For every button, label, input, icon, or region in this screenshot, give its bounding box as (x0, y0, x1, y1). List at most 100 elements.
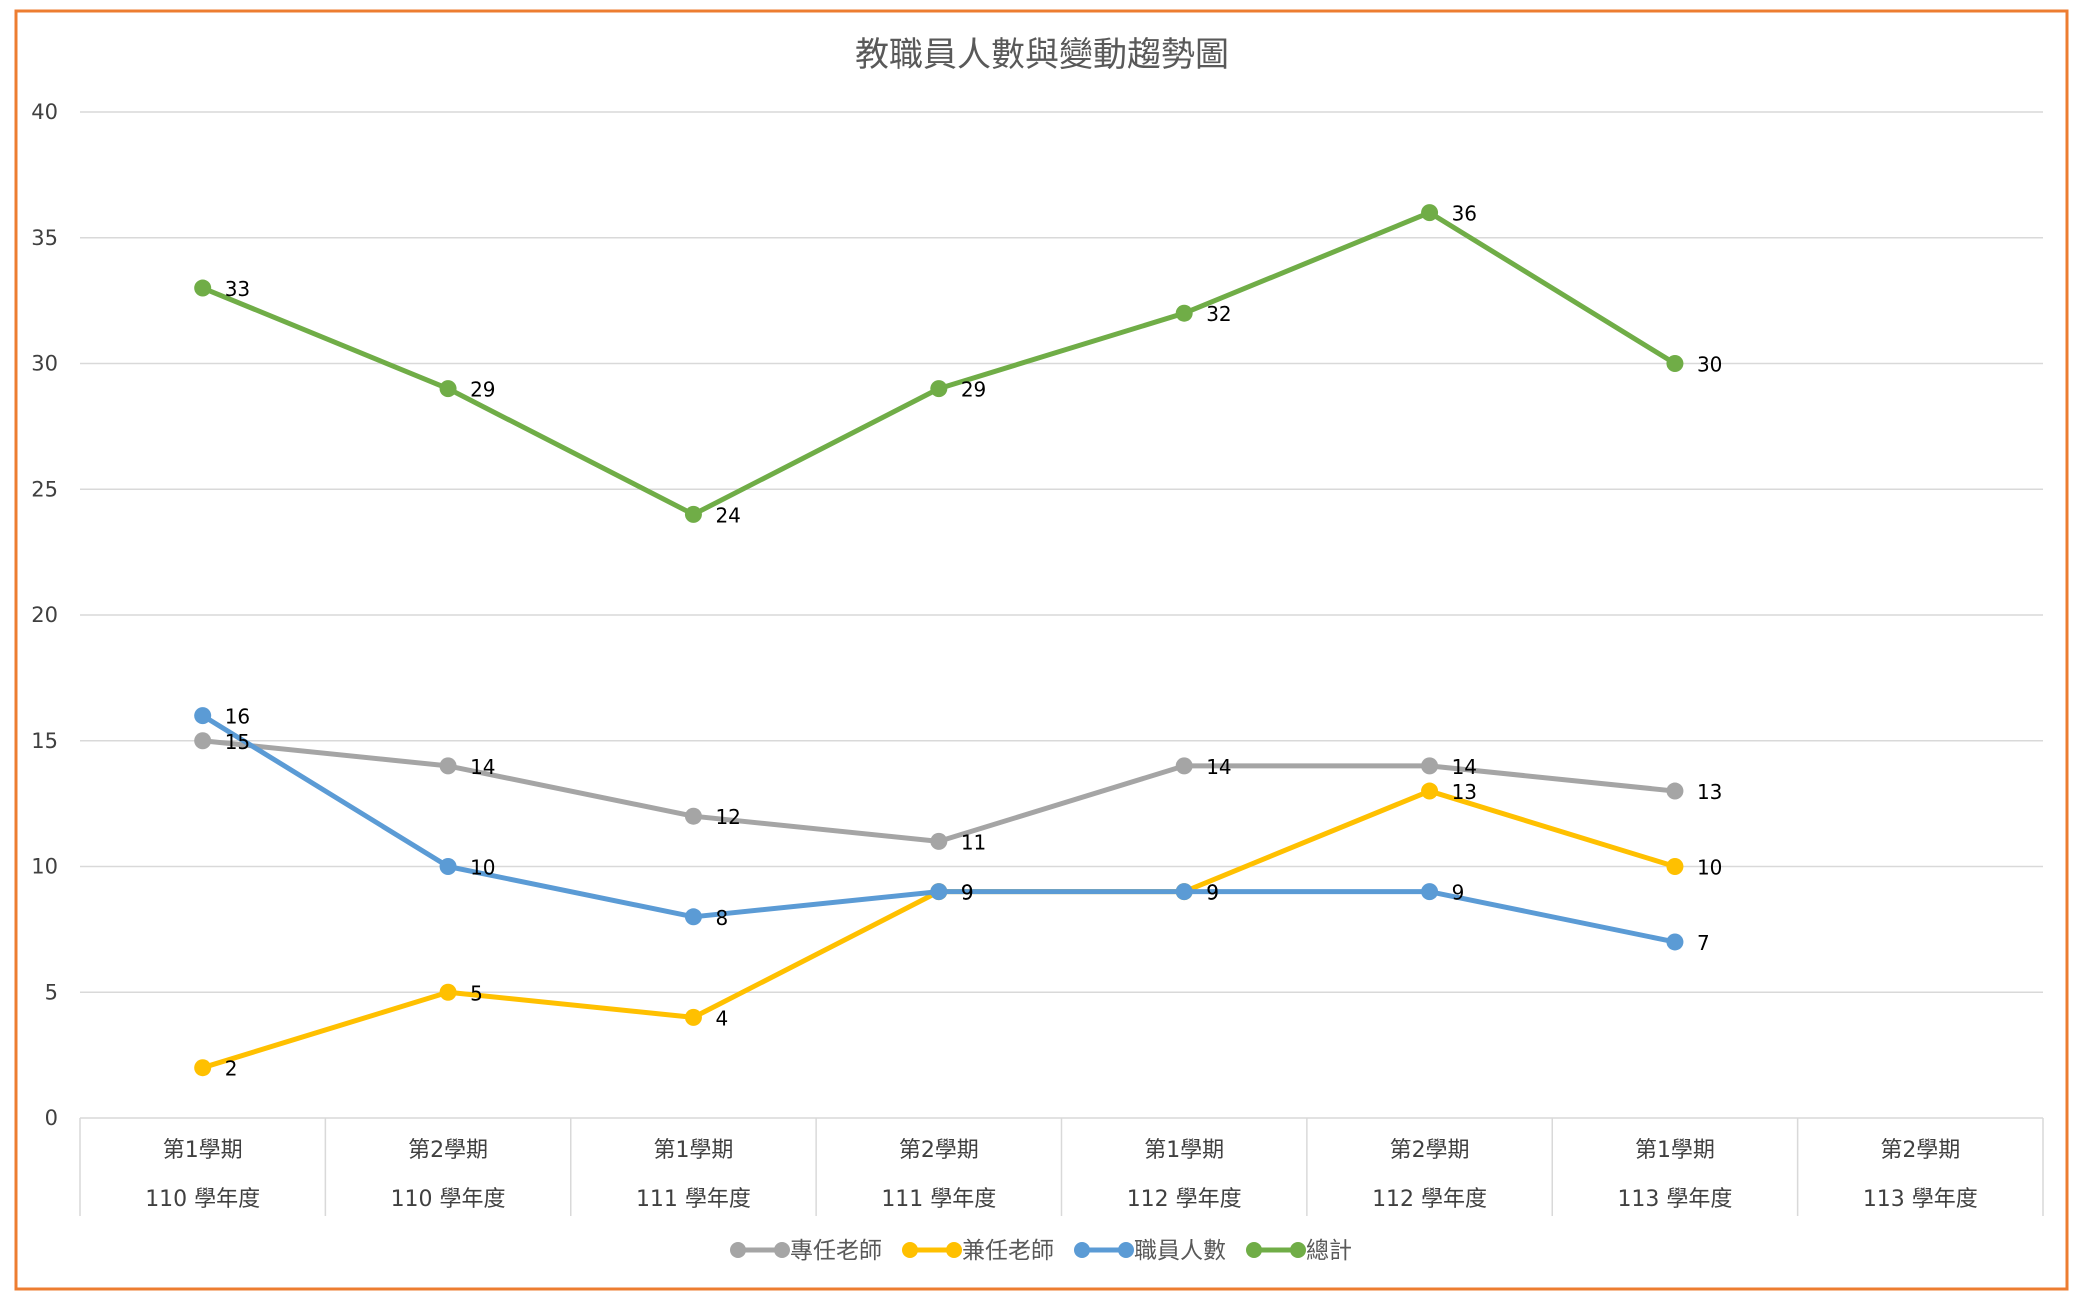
x-tick-label-term: 第2學期 (1880, 1138, 1960, 1163)
x-tick-label-year: 110 學年度 (145, 1187, 260, 1212)
x-tick-label-year: 112 學年度 (1372, 1187, 1487, 1212)
data-point (1421, 883, 1439, 901)
data-label: 7 (1697, 931, 1710, 955)
x-tick-label-year: 113 學年度 (1617, 1187, 1732, 1212)
x-tick-label-year: 113 學年度 (1863, 1187, 1978, 1212)
x-tick-label-year: 112 學年度 (1127, 1187, 1242, 1212)
data-label: 10 (1697, 856, 1722, 880)
data-label: 5 (470, 981, 483, 1005)
legend-swatch-marker (730, 1242, 746, 1258)
data-point (1421, 204, 1439, 222)
data-label: 12 (715, 805, 740, 829)
data-label: 14 (1452, 755, 1477, 779)
data-point (1666, 782, 1684, 800)
data-label: 29 (961, 378, 986, 402)
data-label: 2 (225, 1057, 238, 1081)
y-tick-label: 20 (31, 603, 58, 627)
data-point (684, 1008, 702, 1026)
legend-item-4: 總計 (1246, 1238, 1352, 1264)
data-point (1175, 757, 1193, 775)
y-tick-label: 35 (31, 226, 58, 250)
data-label: 33 (225, 277, 250, 301)
series-3 (194, 707, 1684, 951)
legend-swatch-marker (946, 1242, 962, 1258)
y-tick-label: 15 (31, 729, 58, 753)
data-point (1666, 858, 1684, 875)
data-label: 16 (225, 705, 250, 729)
data-label: 13 (1452, 780, 1477, 804)
series-layer (194, 204, 1684, 1077)
x-tick-label-year: 111 學年度 (636, 1187, 751, 1212)
data-point (439, 858, 457, 875)
x-tick-label-term: 第1學期 (1635, 1138, 1715, 1163)
x-tick-label-year: 111 學年度 (881, 1187, 996, 1212)
data-label: 9 (1452, 881, 1465, 905)
data-label: 9 (1206, 881, 1219, 905)
legend-swatch-marker (1290, 1242, 1306, 1258)
legend-label: 職員人數 (1134, 1238, 1226, 1264)
data-label: 14 (470, 755, 495, 779)
data-point (194, 707, 212, 725)
data-label: 9 (961, 881, 974, 905)
data-point (1421, 757, 1439, 775)
data-point (684, 908, 702, 926)
series-1 (194, 732, 1684, 850)
data-point (1175, 304, 1193, 322)
data-point (1175, 883, 1193, 901)
data-point (194, 279, 212, 297)
data-label: 13 (1697, 780, 1722, 804)
data-point (194, 732, 212, 750)
data-label: 8 (715, 906, 728, 930)
data-point (930, 380, 948, 398)
y-tick-label: 30 (31, 352, 58, 376)
data-point (1666, 355, 1684, 372)
y-axis-ticks: 0 5 10 15 20 25 30 35 40 (31, 100, 58, 1130)
data-label: 9 (1206, 881, 1219, 905)
chart-frame (14, 9, 2069, 1291)
data-point (684, 505, 702, 523)
y-tick-label: 40 (31, 100, 58, 124)
gridlines (80, 111, 2043, 993)
data-point (930, 883, 948, 901)
data-point (439, 983, 457, 1001)
legend-swatch-marker (902, 1242, 918, 1258)
data-label: 30 (1697, 353, 1722, 377)
legend-item-1: 專任老師 (730, 1238, 882, 1264)
legend-swatch-marker (774, 1242, 790, 1258)
x-tick-label-year: 110 學年度 (391, 1187, 506, 1212)
legend-label: 兼任老師 (962, 1238, 1054, 1264)
data-label: 15 (225, 730, 250, 754)
chart-title: 教職員人數與變動趨勢圖 (855, 35, 1229, 75)
legend-swatch-marker (1118, 1242, 1134, 1258)
y-tick-label: 10 (31, 855, 58, 879)
legend-label: 總計 (1306, 1238, 1352, 1264)
data-point (439, 380, 457, 398)
data-label: 29 (470, 378, 495, 402)
data-label: 9 (961, 881, 974, 905)
data-label: 32 (1206, 302, 1231, 326)
x-tick-label-term: 第1學期 (653, 1138, 733, 1163)
data-point (930, 832, 948, 850)
x-tick-label-term: 第2學期 (408, 1138, 488, 1163)
data-label: 14 (1206, 755, 1231, 779)
x-tick-label-term: 第2學期 (899, 1138, 979, 1163)
y-tick-label: 25 (31, 477, 58, 501)
legend-item-3: 職員人數 (1074, 1238, 1226, 1264)
y-tick-label: 5 (45, 980, 58, 1004)
x-tick-label-term: 第2學期 (1390, 1138, 1470, 1163)
legend-label: 專任老師 (790, 1238, 882, 1264)
data-point (684, 807, 702, 825)
legend-item-2: 兼任老師 (902, 1238, 1054, 1264)
data-point (1421, 782, 1439, 800)
data-label: 11 (961, 830, 986, 854)
x-tick-label-term: 第1學期 (1144, 1138, 1224, 1163)
data-label: 10 (470, 856, 495, 880)
legend: 專任老師 兼任老師 職員人數 總計 (730, 1238, 1352, 1264)
x-tick-label-term: 第1學期 (163, 1138, 243, 1163)
legend-swatch-marker (1246, 1242, 1262, 1258)
data-point (194, 1059, 212, 1077)
data-label: 24 (715, 503, 740, 527)
data-label: 36 (1452, 202, 1477, 226)
y-tick-label: 0 (45, 1106, 58, 1130)
